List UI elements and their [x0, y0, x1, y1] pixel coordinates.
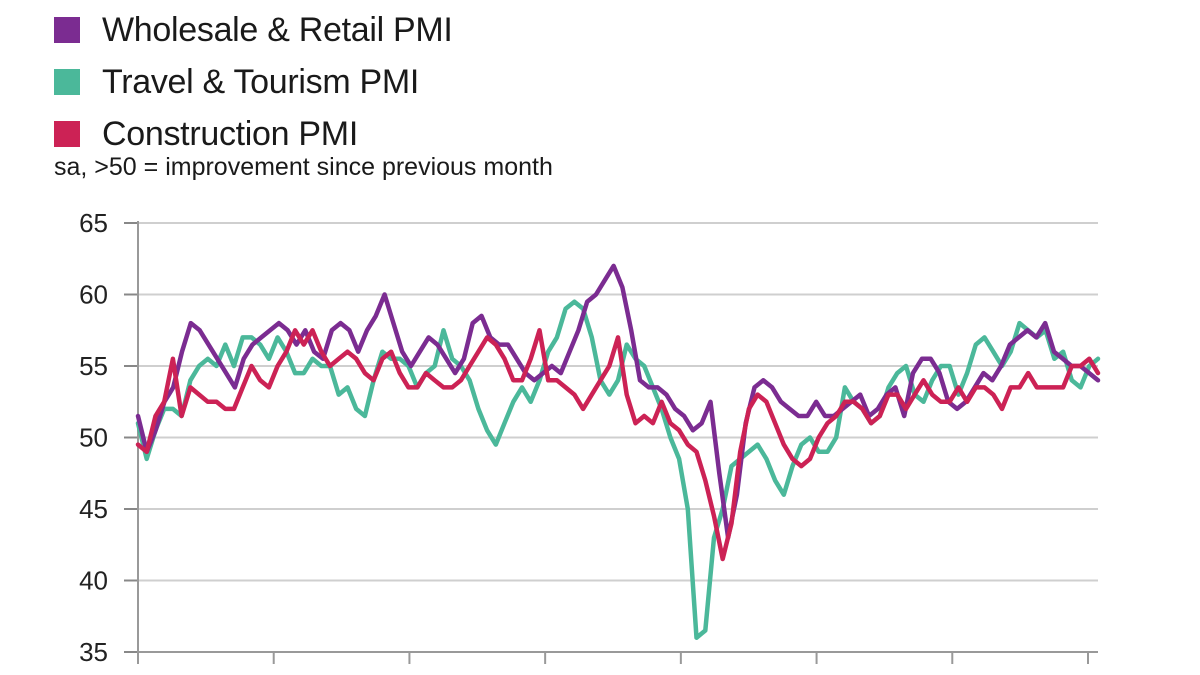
y-tick-label-40: 40	[79, 566, 108, 596]
y-tick-label-35: 35	[79, 637, 108, 667]
series-line-construction	[135, 328, 1101, 562]
y-tick-label-65: 65	[79, 208, 108, 238]
chart-legend: Wholesale & Retail PMI Travel & Tourism …	[54, 4, 453, 160]
legend-swatch-construction	[54, 121, 80, 147]
legend-swatch-wholesale-retail	[54, 17, 80, 43]
series-line-wholesale-retail	[135, 263, 1101, 540]
axes	[124, 221, 1098, 664]
y-tick-labels: 65 60 55 50 45 40 35	[79, 208, 108, 667]
legend-swatch-travel-tourism	[54, 69, 80, 95]
y-tick-label-60: 60	[79, 280, 108, 310]
legend-label-wholesale-retail: Wholesale & Retail PMI	[102, 10, 453, 49]
legend-item-construction: Construction PMI	[54, 108, 453, 160]
y-tick-label-55: 55	[79, 351, 108, 381]
legend-item-wholesale-retail: Wholesale & Retail PMI	[54, 4, 453, 56]
gridlines	[138, 222, 1098, 582]
chart-subtitle: sa, >50 = improvement since previous mon…	[54, 153, 553, 181]
y-tick-label-45: 45	[79, 494, 108, 524]
legend-label-construction: Construction PMI	[102, 114, 358, 153]
legend-label-travel-tourism: Travel & Tourism PMI	[102, 62, 420, 101]
legend-item-travel-tourism: Travel & Tourism PMI	[54, 56, 453, 108]
y-tick-label-50: 50	[79, 423, 108, 453]
series-lines	[135, 263, 1101, 640]
